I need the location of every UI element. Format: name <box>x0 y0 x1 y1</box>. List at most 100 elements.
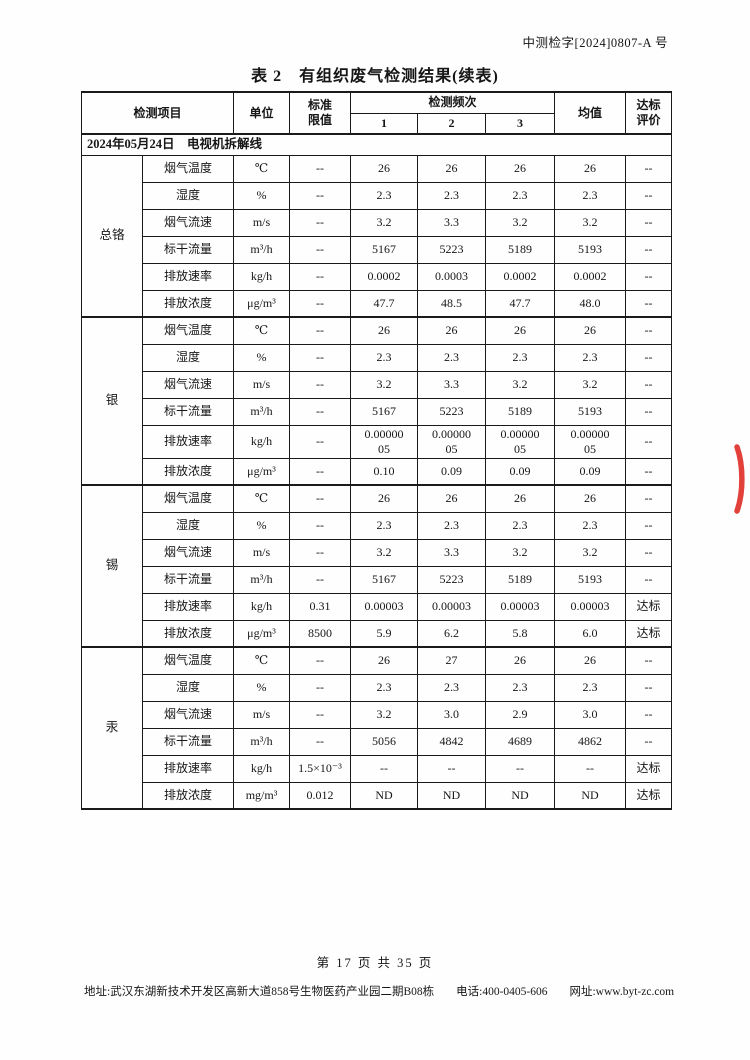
v3-cell: 5189 <box>485 397 556 426</box>
table-row: 锡烟气温度 ℃ -- 26 26 26 26 -- <box>81 484 673 648</box>
limit-cell: -- <box>289 235 352 264</box>
limit-cell: -- <box>289 316 352 345</box>
table-row: 湿度% -- 2.3 2.3 2.3 2.3 -- <box>82 673 673 702</box>
table-row: 排放浓度 mg/m³ 0.012 ND ND ND ND 达标 <box>82 781 673 810</box>
v2-cell: 3.3 <box>417 370 487 399</box>
v2-cell: 26 <box>417 484 487 513</box>
mean-cell: 0.0002 <box>554 262 627 291</box>
v3-cell: 3.2 <box>485 538 556 567</box>
v3-cell: 47.7 <box>485 289 556 318</box>
group-label: 总铬 <box>81 154 143 318</box>
param-cell: 排放速率 <box>141 262 235 291</box>
eval-cell: -- <box>625 646 673 675</box>
v3-cell: 5189 <box>485 235 556 264</box>
mean-cell: 0.09 <box>554 457 627 486</box>
v3-cell: 2.9 <box>485 700 556 729</box>
eval-cell: -- <box>625 397 673 426</box>
v2-cell: 3.3 <box>417 538 487 567</box>
v2-cell: 27 <box>417 646 487 675</box>
param-cell: 烟气温度 <box>141 646 235 675</box>
unit-cell: % <box>233 343 291 372</box>
eval-cell: 达标 <box>625 754 673 783</box>
v1-cell: 5167 <box>350 397 419 426</box>
mean-cell: 26 <box>554 484 627 513</box>
col-header-mean: 均值 <box>554 91 627 135</box>
footer-address: 地址:武汉东湖新技术开发区高新大道858号生物医药产业园二期B08栋 <box>84 986 435 998</box>
table-row: 汞烟气温度 ℃ -- 26 27 26 26 -- <box>81 646 673 810</box>
v3-cell: 0.09 <box>485 457 556 486</box>
limit-cell: -- <box>289 154 352 183</box>
eval-cell: -- <box>625 181 673 210</box>
mean-cell: 4862 <box>554 727 627 756</box>
v3-cell: 4689 <box>485 727 556 756</box>
param-cell: 标干流量 <box>141 727 235 756</box>
eval-cell: -- <box>625 673 673 702</box>
v2-cell: 0.0003 <box>417 262 487 291</box>
limit-cell: -- <box>289 511 352 540</box>
col-header-item: 检测项目 <box>80 91 235 135</box>
v1-cell: 5056 <box>350 727 419 756</box>
eval-cell: -- <box>625 511 673 540</box>
unit-cell: % <box>233 673 291 702</box>
v2-cell: 3.0 <box>417 700 487 729</box>
limit-cell: -- <box>289 289 352 318</box>
v2-cell: 5223 <box>417 397 487 426</box>
unit-cell: μg/m³ <box>233 289 291 318</box>
page-number: 第 17 页 共 35 页 <box>316 956 434 970</box>
v1-cell: 5167 <box>350 235 419 264</box>
limit-cell: -- <box>289 700 352 729</box>
param-cell: 排放浓度 <box>141 781 235 810</box>
mean-cell: -- <box>554 754 627 783</box>
unit-cell: ℃ <box>233 316 291 345</box>
table-row: 排放速率 kg/h 1.5×10⁻³ -- -- -- -- 达标 <box>82 754 673 783</box>
red-stamp-arc-path <box>734 444 745 514</box>
table-row: 湿度% -- 2.3 2.3 2.3 2.3 -- <box>82 511 673 540</box>
v1-cell: 26 <box>350 646 419 675</box>
v3-cell: 5.8 <box>485 619 556 648</box>
v2-cell: 4842 <box>417 727 487 756</box>
mean-cell: 2.3 <box>554 673 627 702</box>
eval-cell: -- <box>625 538 673 567</box>
limit-cell: -- <box>289 397 352 426</box>
table-title: 表 2 有组织废气检测结果(续表) <box>251 68 499 85</box>
param-cell: 烟气流速 <box>141 208 235 237</box>
v3-cell: 26 <box>485 646 556 675</box>
mean-cell: ND <box>554 781 627 810</box>
eval-cell: 达标 <box>625 592 673 621</box>
v1-cell: 5.9 <box>350 619 419 648</box>
red-stamp-arc <box>734 444 745 514</box>
v1-cell: 3.2 <box>350 370 419 399</box>
param-cell: 标干流量 <box>141 565 235 594</box>
v2-cell: 26 <box>417 154 487 183</box>
eval-cell: -- <box>625 727 673 756</box>
table-row: 烟气流速 m/s -- 3.2 3.3 3.2 3.2 -- <box>82 370 673 399</box>
table-row: 烟气流速 m/s -- 3.2 3.3 3.2 3.2 -- <box>82 208 673 237</box>
limit-cell: -- <box>289 424 352 459</box>
mean-cell: 3.2 <box>554 208 627 237</box>
v2-cell: 0.09 <box>417 457 487 486</box>
eval-cell: -- <box>625 235 673 264</box>
limit-cell: -- <box>289 673 352 702</box>
col-header-freq-1: 1 <box>350 112 419 135</box>
table-row: 排放浓度 μg/m³ -- 0.10 0.09 0.09 0.09 -- <box>82 457 673 486</box>
date-row: 2024年05月24日 电视机拆解线 <box>80 133 673 156</box>
v3-cell: -- <box>485 754 556 783</box>
v2-cell: 2.3 <box>417 343 487 372</box>
v2-cell: 2.3 <box>417 673 487 702</box>
v1-cell: ND <box>350 781 419 810</box>
param-cell: 排放速率 <box>141 592 235 621</box>
table-row: 湿度% -- 2.3 2.3 2.3 2.3 -- <box>82 181 673 210</box>
v1-cell: 0.0002 <box>350 262 419 291</box>
table-row: 排放速率 kg/h 0.31 0.00003 0.00003 0.00003 0.00003… <box>82 592 673 621</box>
table-row: 标干流量 m³/h -- 5167 5223 5189 5193 -- <box>82 565 673 594</box>
eval-cell: -- <box>625 262 673 291</box>
group-label: 银 <box>81 316 143 486</box>
limit-cell: 8500 <box>289 619 352 648</box>
date-line: 2024年05月24日 电视机拆解线 <box>80 133 673 156</box>
v1-cell: 0.10 <box>350 457 419 486</box>
v2-cell: 6.2 <box>417 619 487 648</box>
v3-cell: ND <box>485 781 556 810</box>
v3-cell: 3.2 <box>485 370 556 399</box>
table-row: 排放浓度 μg/m³ 8500 5.9 6.2 5.8 6.0 达标 <box>82 619 673 648</box>
